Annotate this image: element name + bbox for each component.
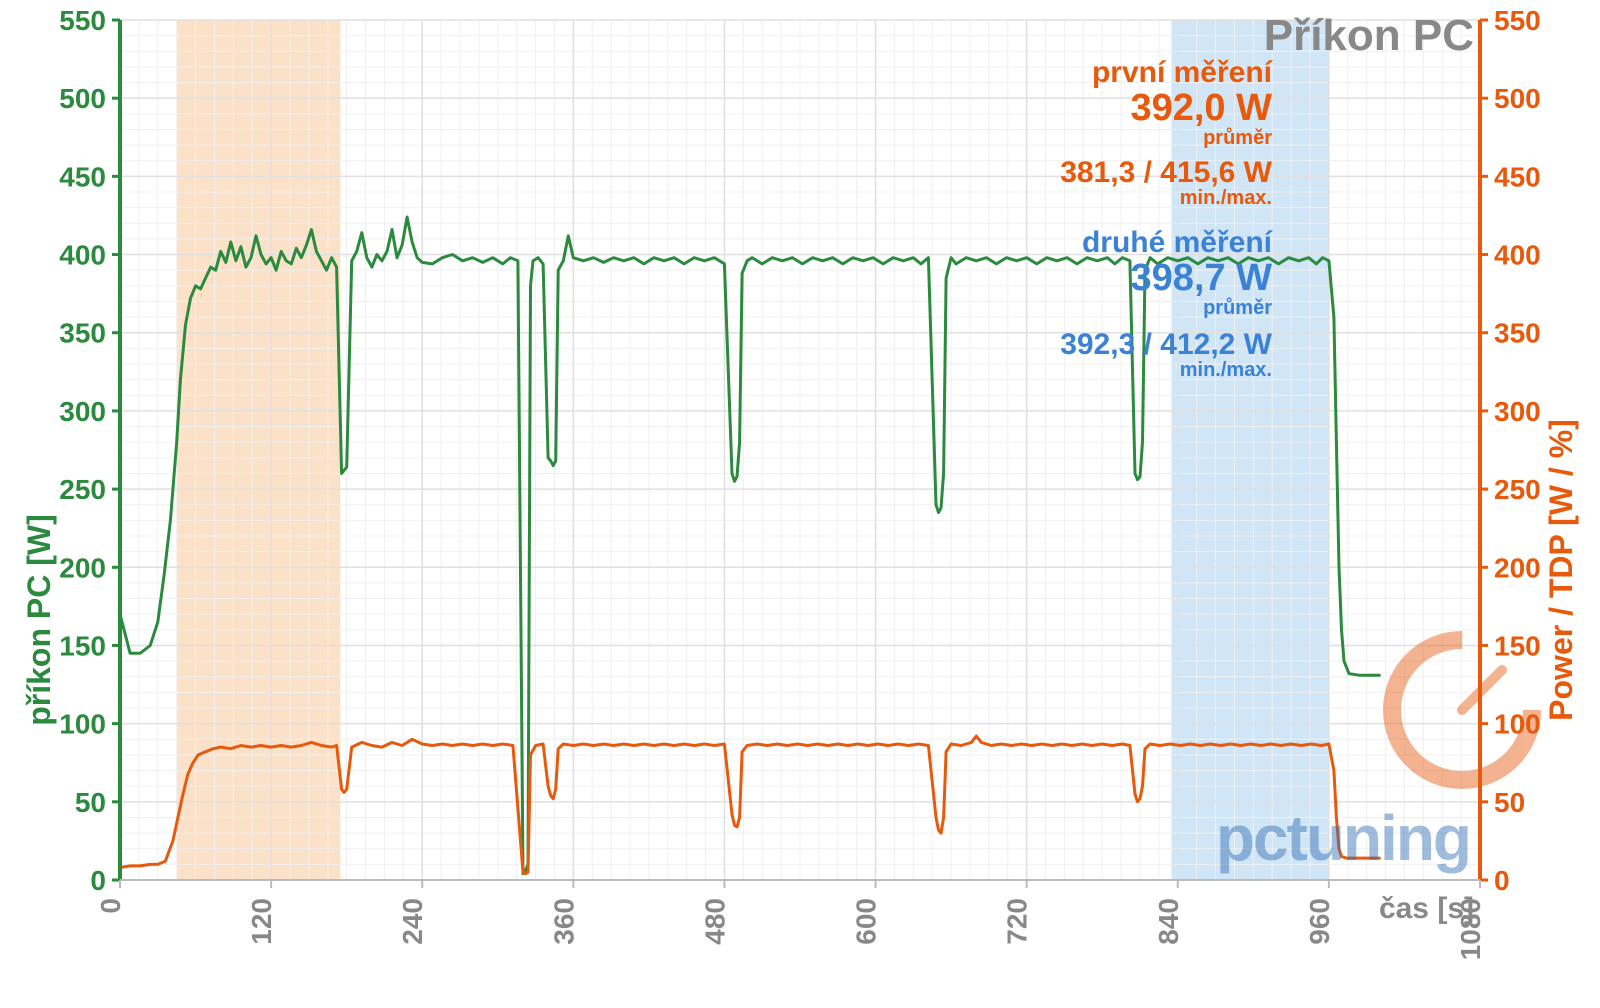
- x-tick: 240: [397, 898, 428, 945]
- y-right-tick: 300: [1494, 396, 1541, 427]
- y-left-tick: 200: [59, 552, 106, 583]
- power-chart: 0501001502002503003504004505005500501001…: [0, 0, 1600, 1008]
- annotation: průměr: [1203, 127, 1272, 149]
- x-tick: 0: [95, 898, 126, 914]
- annotation: min./max.: [1180, 187, 1272, 209]
- x-tick: 120: [246, 898, 277, 945]
- annotation: průměr: [1203, 297, 1272, 319]
- y-right-tick: 550: [1494, 5, 1541, 36]
- y-left-tick: 300: [59, 396, 106, 427]
- y-left-tick: 50: [75, 787, 106, 818]
- annotation: první měření: [1092, 56, 1274, 89]
- annotation: druhé měření: [1082, 226, 1274, 259]
- svg-text:pctuning: pctuning: [1216, 802, 1470, 874]
- y-right-tick: 350: [1494, 318, 1541, 349]
- x-tick: 480: [699, 898, 730, 945]
- annotation: 381,3 / 415,6 W: [1060, 156, 1272, 189]
- chart-title: Příkon PC: [1264, 11, 1474, 60]
- y-left-tick: 150: [59, 630, 106, 661]
- y-right-tick: 450: [1494, 161, 1541, 192]
- x-axis-label: čas [s]: [1379, 892, 1474, 925]
- x-tick: 960: [1304, 898, 1335, 945]
- y-right-tick: 500: [1494, 83, 1541, 114]
- annotation: 392,0 W: [1130, 87, 1272, 129]
- y-right-tick: 50: [1494, 787, 1525, 818]
- y-left-tick: 250: [59, 474, 106, 505]
- x-tick: 840: [1153, 898, 1184, 945]
- annotation: 392,3 / 412,2 W: [1060, 328, 1272, 361]
- annotation: 398,7 W: [1130, 257, 1272, 299]
- y-left-label: příkon PC [W]: [21, 514, 57, 726]
- y-left-tick: 350: [59, 318, 106, 349]
- annotation: min./max.: [1180, 359, 1272, 381]
- y-left-tick: 400: [59, 240, 106, 271]
- y-left-tick: 550: [59, 5, 106, 36]
- x-tick: 360: [548, 898, 579, 945]
- y-right-tick: 250: [1494, 474, 1541, 505]
- y-left-tick: 100: [59, 709, 106, 740]
- y-right-tick: 400: [1494, 240, 1541, 271]
- y-right-label: Power / TDP [W / %]: [1543, 419, 1579, 721]
- x-tick: 720: [1002, 898, 1033, 945]
- y-right-tick: 200: [1494, 552, 1541, 583]
- y-left-tick: 450: [59, 161, 106, 192]
- y-right-tick: 150: [1494, 630, 1541, 661]
- y-left-tick: 500: [59, 83, 106, 114]
- y-right-tick: 0: [1494, 865, 1510, 896]
- y-left-tick: 0: [90, 865, 106, 896]
- x-tick: 600: [851, 898, 882, 945]
